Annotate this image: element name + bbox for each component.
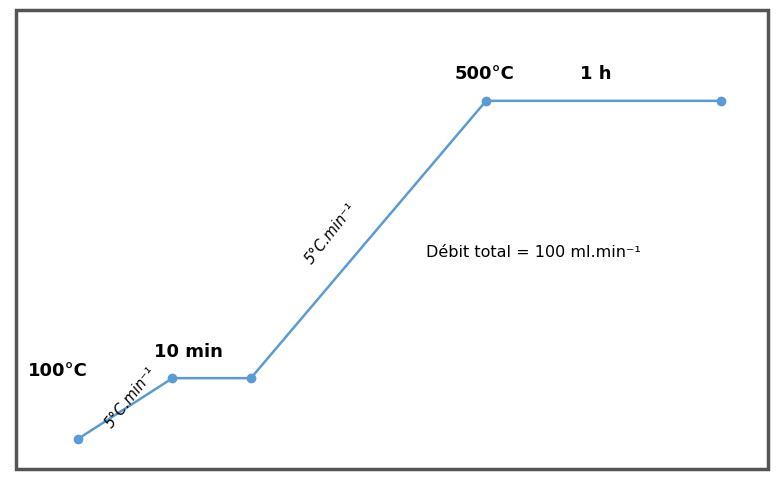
Text: 500°C: 500°C bbox=[455, 65, 514, 83]
Text: 100°C: 100°C bbox=[27, 362, 87, 379]
Text: 5°C.min⁻¹: 5°C.min⁻¹ bbox=[102, 365, 158, 431]
Text: 5°C.min⁻¹: 5°C.min⁻¹ bbox=[302, 201, 358, 267]
Text: 10 min: 10 min bbox=[154, 342, 223, 361]
Text: 1 h: 1 h bbox=[580, 65, 612, 83]
Text: Débit total = 100 ml.min⁻¹: Débit total = 100 ml.min⁻¹ bbox=[426, 245, 641, 260]
